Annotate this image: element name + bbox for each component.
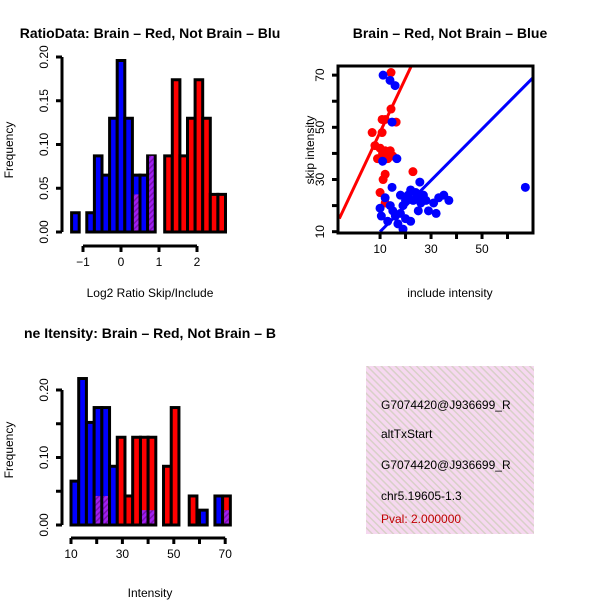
scatter-x-tick-label: 50 — [475, 242, 489, 256]
hist1-bar — [216, 192, 227, 234]
scatter-frame — [336, 64, 535, 235]
scatter-point-not-brain — [392, 154, 402, 164]
fit-line-brain — [338, 66, 413, 220]
hist1-bar — [201, 116, 212, 234]
hist2-overlap-bar — [141, 510, 147, 524]
scatter-point-not-brain — [387, 117, 397, 127]
hist1-x-tick-label: 1 — [156, 255, 163, 269]
scatter-point-not-brain — [415, 177, 425, 187]
scatter-title: Brain – Red, Not Brain – Blue — [353, 25, 548, 41]
hist2-overlap-bar — [95, 495, 101, 524]
hist1-overlap-bar — [133, 194, 139, 231]
hist2-x-tick-label: 30 — [116, 547, 130, 561]
scatter-point-not-brain — [378, 70, 388, 80]
scatter-point-not-brain — [421, 195, 431, 205]
scatter-ylabel: skip intensity — [303, 116, 317, 185]
scatter-point-not-brain — [387, 182, 397, 192]
scatter-point-brain — [386, 68, 396, 78]
scatter-point-not-brain — [376, 211, 386, 221]
hist1-ylabel: Frequency — [2, 122, 16, 179]
info-line-3: G7074420@J936699_R — [381, 458, 511, 472]
scatter-y-tick-label: 10 — [313, 225, 327, 239]
hist1-overlap-bar — [149, 155, 154, 231]
scatter-point-not-brain — [406, 216, 416, 226]
hist2-overlap-bar — [149, 510, 155, 524]
info-line-1: G7074420@J936699_R — [381, 398, 511, 412]
hist2-x-tick-label: 50 — [167, 547, 181, 561]
hist1-bar — [70, 211, 81, 234]
hist2-overlap-bar — [224, 510, 229, 524]
hist1-x-tick-label: −1 — [76, 255, 90, 269]
scatter-point-not-brain — [520, 182, 530, 192]
hist2-xlabel: Intensity — [128, 586, 173, 600]
scatter-y-tick-label: 30 — [313, 173, 327, 187]
hist2-y-tick-label: 0.20 — [37, 378, 51, 402]
hist1-x-tick-label: 0 — [118, 255, 125, 269]
hist1-y-tick-label: 0.10 — [37, 132, 51, 156]
hist1-y-tick-label: 0.15 — [37, 89, 51, 113]
scatter-point-not-brain — [423, 206, 433, 216]
info-box — [366, 366, 534, 534]
scatter-point-brain — [367, 128, 377, 138]
scatter-point-brain — [378, 148, 388, 158]
scatter-point-not-brain — [390, 81, 400, 91]
scatter-point-not-brain — [378, 156, 388, 166]
hist2-ylabel: Frequency — [2, 422, 16, 479]
hist2-y-tick-label: 0.00 — [37, 513, 51, 537]
scatter-point-not-brain — [413, 206, 423, 216]
hist2-overlap-bar — [103, 495, 109, 524]
hist1-xlabel: Log2 Ratio Skip/Include — [87, 286, 214, 300]
scatter-point-not-brain — [375, 203, 385, 213]
hist2-title: ne Itensity: Brain – Red, Not Brain – B — [24, 325, 276, 341]
info-line-2: altTxStart — [381, 427, 433, 441]
fit-line-not-brain — [378, 76, 533, 233]
hist2-bar — [131, 435, 142, 527]
hist2-y-tick-label: 0.10 — [37, 445, 51, 469]
hist1-x-tick-label: 2 — [194, 255, 201, 269]
scatter-xlabel: include intensity — [407, 286, 492, 300]
info-line-4: chr5.19605-1.3 — [381, 489, 462, 503]
info-box-clip — [534, 360, 600, 540]
info-pval: Pval: 2.000000 — [381, 512, 461, 526]
hist2-bar — [146, 435, 158, 527]
scatter-point-not-brain — [380, 193, 390, 203]
scatter-point-not-brain — [395, 190, 405, 200]
hist2-bar — [198, 508, 209, 527]
hist2-bar — [169, 406, 181, 527]
scatter-point-not-brain — [444, 195, 454, 205]
hist2-bar — [115, 435, 127, 527]
hist2-x-tick-label: 70 — [219, 547, 233, 561]
scatter-y-tick-label: 70 — [313, 68, 327, 82]
scatter-point-brain — [378, 175, 388, 185]
scatter-x-tick-label: 10 — [373, 242, 387, 256]
hist1-title: RatioData: Brain – Red, Not Brain – Blu — [20, 25, 281, 41]
scatter-point-not-brain — [398, 224, 408, 233]
hist1-y-tick-label: 0.05 — [37, 176, 51, 200]
scatter-point-not-brain — [431, 208, 441, 218]
hist1-y-tick-label: 0.20 — [37, 45, 51, 69]
scatter-y-tick-label: 50 — [313, 120, 327, 134]
scatter-point-brain — [408, 167, 418, 177]
scatter-x-tick-label: 30 — [424, 242, 438, 256]
hist2-x-tick-label: 10 — [64, 547, 78, 561]
hist2-bar — [187, 494, 199, 527]
hist1-y-tick-label: 0.00 — [37, 220, 51, 244]
